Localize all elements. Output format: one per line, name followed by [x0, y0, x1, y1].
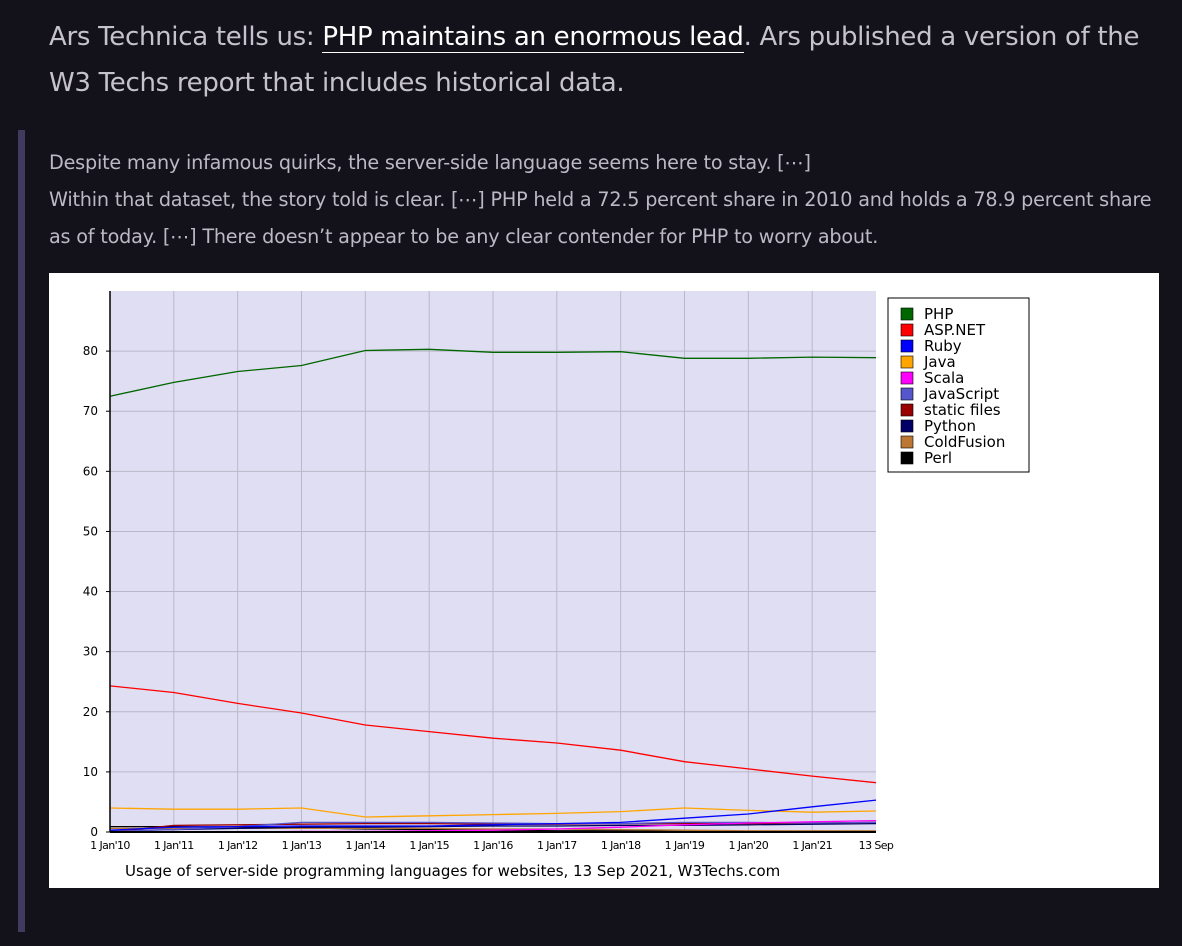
intro-suffix: . Ars published a version of the W3 Tech… [49, 22, 1140, 98]
series-line-java [109, 807, 877, 818]
y-tick-label: 20 [83, 705, 98, 719]
legend-swatch [900, 323, 914, 337]
x-tick-label: 1 Jan'14 [345, 839, 385, 852]
legend-label: JavaScript [923, 385, 999, 403]
legend-label: Perl [924, 449, 952, 467]
legend-label: static files [924, 401, 1001, 419]
x-tick-label: 1 Jan'21 [792, 839, 832, 852]
usage-line-chart: 0 10 20 30 40 50 60 70 80 1 Jan'10 1 Jan'11 1 Jan'1… [83, 291, 1030, 880]
legend-label: Ruby [924, 337, 962, 355]
y-tick-label: 60 [83, 464, 98, 478]
legend-label: Scala [924, 369, 964, 387]
legend-swatch [900, 387, 914, 401]
y-tick-label: 50 [83, 524, 98, 538]
legend-label: PHP [924, 305, 953, 323]
quote-line-2: Within that dataset, the story told is c… [49, 188, 1152, 248]
legend-swatch [900, 419, 914, 433]
legend-swatch [900, 339, 914, 353]
legend-swatch [900, 371, 914, 385]
x-tick-label: 1 Jan'10 [90, 839, 130, 852]
legend-swatch [900, 451, 914, 465]
quote-line-1: Despite many infamous quirks, the server… [49, 151, 811, 174]
x-tick-label: 1 Jan'13 [282, 839, 322, 852]
legend-label: ColdFusion [924, 433, 1005, 451]
x-tick-label: 1 Jan'17 [537, 839, 577, 852]
y-tick-label: 10 [83, 765, 98, 779]
chart-caption: Usage of server-side programming languag… [125, 862, 780, 880]
intro-prefix: Ars Technica tells us: [49, 22, 323, 52]
y-tick-label: 80 [83, 344, 98, 358]
series-line-ruby [109, 799, 877, 831]
legend-swatch [900, 435, 914, 449]
y-tick-label: 70 [83, 404, 98, 418]
legend-label: Python [924, 417, 976, 435]
article-link[interactable]: PHP maintains an enormous lead [322, 22, 744, 53]
series-line-php [109, 348, 877, 397]
x-tick-label: 1 Jan'12 [218, 839, 258, 852]
legend-swatch [900, 307, 914, 321]
blockquote-text: Despite many infamous quirks, the server… [49, 144, 1159, 255]
x-tick-label: 1 Jan'16 [473, 839, 513, 852]
legend-swatch [900, 355, 914, 369]
x-tick-label: 1 Jan'11 [154, 839, 194, 852]
y-tick-label: 30 [83, 645, 98, 659]
intro-paragraph: Ars Technica tells us: PHP maintains an … [49, 14, 1149, 106]
x-tick-label: 1 Jan'19 [665, 839, 705, 852]
legend-swatch [900, 403, 914, 417]
legend-label: Java [923, 353, 956, 371]
x-tick-label: 1 Jan'15 [409, 839, 449, 852]
blockquote: Despite many infamous quirks, the server… [18, 130, 1178, 932]
usage-chart-image: 0 10 20 30 40 50 60 70 80 1 Jan'10 1 Jan'11 1 Jan'1… [49, 273, 1159, 888]
series-line-python [109, 822, 877, 832]
x-tick-label: 1 Jan'20 [728, 839, 768, 852]
blockquote-bar [18, 130, 25, 932]
x-tick-label: 13 Sep [859, 839, 894, 852]
y-tick-label: 40 [83, 585, 98, 599]
series-line-asp-net [109, 685, 877, 784]
legend-label: ASP.NET [924, 321, 986, 339]
y-tick-label: 0 [90, 825, 98, 839]
x-tick-label: 1 Jan'18 [601, 839, 641, 852]
